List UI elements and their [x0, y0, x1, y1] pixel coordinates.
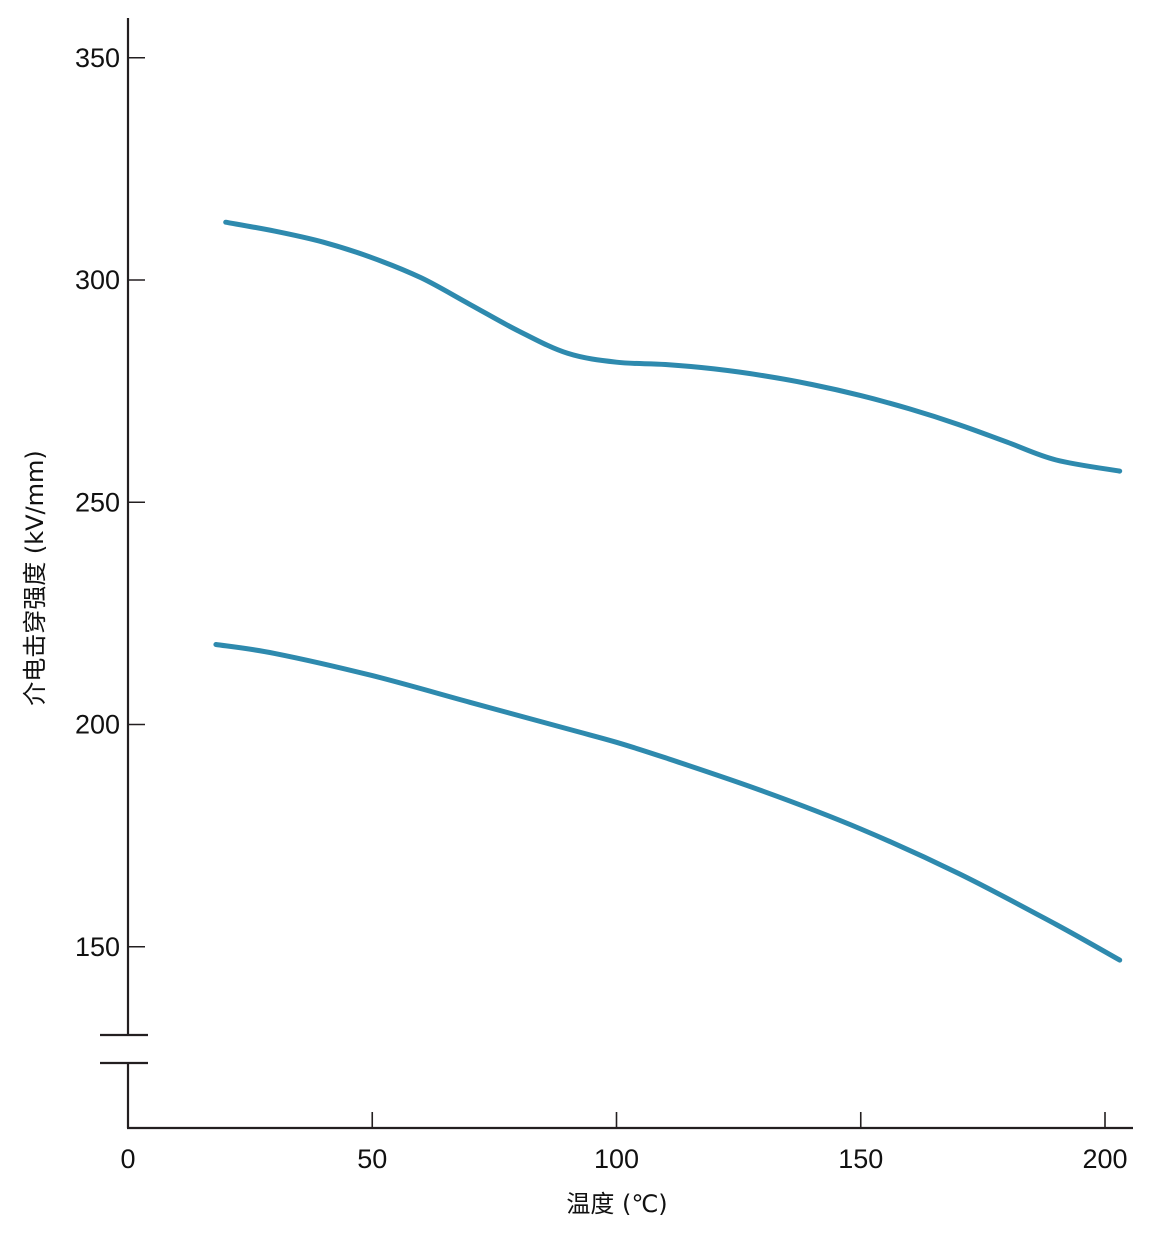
x-tick-label: 150 [838, 1144, 883, 1174]
x-tick-label: 0 [120, 1144, 135, 1174]
y-tick-label: 300 [75, 265, 120, 295]
y-axis-title: 介电击穿强度 (kV/mm) [21, 450, 49, 706]
y-tick-label: 250 [75, 487, 120, 517]
y-ticks: 150 200 250 300 350 [75, 43, 145, 962]
series-group [213, 219, 1123, 963]
x-axis: 0 50 100 150 200 [120, 1112, 1133, 1174]
x-tick-label: 100 [594, 1144, 639, 1174]
series-line-1 [223, 219, 1123, 474]
y-tick-label: 150 [75, 932, 120, 962]
series-line-2 [213, 642, 1123, 963]
y-tick-label: 350 [75, 43, 120, 73]
y-tick-label: 200 [75, 710, 120, 740]
x-tick-label: 200 [1082, 1144, 1127, 1174]
x-tick-label: 50 [357, 1144, 387, 1174]
x-axis-title: 温度 (℃) [566, 1190, 667, 1218]
x-ticks: 0 50 100 150 200 [120, 1112, 1128, 1174]
y-axis: 150 200 250 300 350 [75, 18, 148, 1128]
